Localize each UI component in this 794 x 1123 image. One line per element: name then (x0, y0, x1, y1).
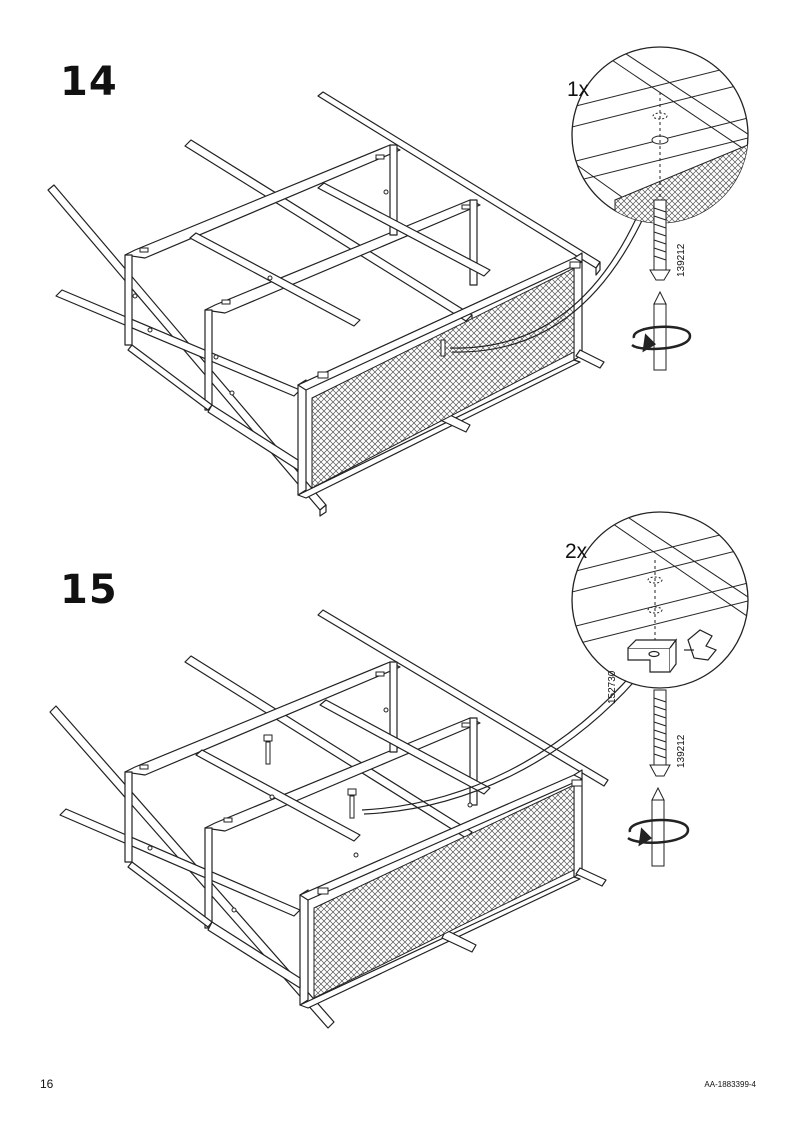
quantity-label-15: 2x (565, 540, 588, 563)
document-id: AA-1883399-4 (704, 1080, 756, 1089)
rattan-panel-14 (311, 267, 575, 489)
callout-arrow-15 (361, 664, 641, 811)
bolt-icon (440, 339, 446, 357)
bolt-icon (649, 199, 671, 281)
bracket-icon (263, 734, 357, 819)
quantity-label-14: 1x (567, 78, 590, 101)
step-number-15: 15 (60, 567, 118, 613)
screwdriver-icon (651, 786, 665, 867)
frame-step-14 (47, 91, 605, 517)
step-number-14: 14 (60, 59, 118, 105)
bolt-icon (649, 689, 671, 777)
callout-arrow-14 (449, 209, 641, 349)
hand-pointer-icon (684, 629, 717, 661)
part-number-15-bracket: 152730 (607, 670, 618, 704)
screwdriver-icon (653, 290, 667, 371)
bracket-icon (627, 638, 678, 673)
page-number: 16 (40, 1077, 54, 1091)
frame-step-15 (49, 609, 609, 1029)
part-number-14: 139212 (676, 243, 687, 277)
rattan-panel-15 (313, 784, 575, 999)
rotate-clockwise-icon (631, 325, 692, 353)
rotate-clockwise-icon (627, 818, 690, 847)
part-number-15-bolt: 139212 (676, 734, 687, 768)
